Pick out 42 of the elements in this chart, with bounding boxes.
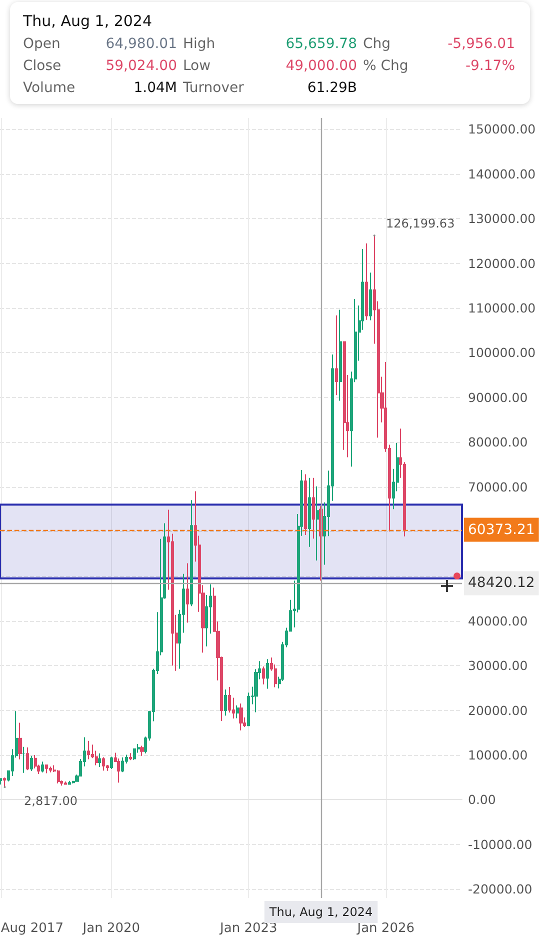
annotation: 126,199.63 <box>386 216 455 231</box>
text: Low <box>183 58 212 74</box>
text: 61.29B <box>306 80 357 96</box>
text: Open <box>23 36 62 52</box>
x-tick-label: Aug 2017 <box>0 921 64 936</box>
x-tick-label: Jan 2020 <box>82 921 140 936</box>
y-tick-label: 110000.00 <box>468 300 536 316</box>
text: Chg <box>363 36 392 52</box>
ref-line-label: 60373.21 <box>468 522 535 538</box>
text: Turnover <box>183 80 245 96</box>
y-tick-label: -10000.00 <box>468 836 532 852</box>
text: Volume <box>23 80 76 96</box>
text: -5,956.01 <box>446 36 515 52</box>
text: 65,659.78 <box>284 36 357 52</box>
y-tick-label: 70000.00 <box>468 479 528 494</box>
y-tick-label: 20000.00 <box>468 702 528 718</box>
text: 59,024.00 <box>104 58 177 74</box>
text: 49,000.00 <box>284 58 357 74</box>
y-tick-label: 130000.00 <box>468 211 536 226</box>
y-tick-label: 30000.00 <box>468 658 528 674</box>
text: -9.17% <box>464 58 515 74</box>
x-tick-label: Jan 2023 <box>219 921 278 936</box>
y-tick-label: 10000.00 <box>468 747 528 762</box>
ref-line-label: Thu, Aug 1, 2024 <box>268 905 373 919</box>
text: 64,980.01 <box>104 36 177 52</box>
annotation: 2,817.00 <box>24 794 78 808</box>
y-tick-label: 40000.00 <box>468 613 528 628</box>
y-tick-label: 0.00 <box>468 792 496 808</box>
y-tick-label: 150000.00 <box>468 122 536 137</box>
text: High <box>183 36 216 52</box>
y-tick-label: 80000.00 <box>468 434 528 450</box>
y-tick-label: 120000.00 <box>468 256 536 271</box>
y-tick-label: -20000.00 <box>468 882 532 897</box>
x-tick-label: Jan 2026 <box>356 921 415 936</box>
text: % Chg <box>363 58 410 74</box>
y-tick-label: 100000.00 <box>468 345 536 360</box>
text: Close <box>23 58 62 74</box>
text: 1.04M <box>132 80 177 96</box>
y-tick-label: 90000.00 <box>468 390 528 405</box>
y-tick-label: 140000.00 <box>468 166 536 182</box>
ref-line-label: 48420.12 <box>468 575 535 592</box>
text: Thu, Aug 1, 2024 <box>23 12 154 30</box>
